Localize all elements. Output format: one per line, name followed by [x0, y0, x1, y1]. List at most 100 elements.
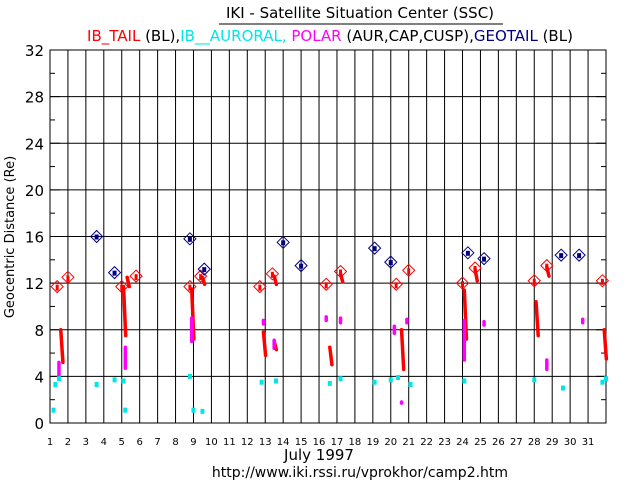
ib-tail-track	[125, 275, 132, 289]
geotail-marker-dot	[281, 240, 286, 246]
geotail-marker	[183, 232, 197, 246]
ib-tail-marker-dot	[134, 274, 138, 281]
ib-auroral-point	[121, 378, 126, 384]
ib-auroral-point	[94, 382, 99, 388]
geotail-marker-dot	[112, 270, 117, 276]
ib-tail-marker	[115, 279, 129, 294]
chart-subtitle: IB_TAIL (BL),IB__AURORAL, POLAR (AUR,CAP…	[87, 27, 573, 46]
geotail-marker-dot	[465, 250, 470, 256]
geotail-marker-dot	[187, 236, 192, 242]
ib-auroral-point	[560, 385, 565, 391]
ib-tail-marker	[527, 274, 541, 288]
ib-tail-marker	[50, 279, 64, 294]
subtitle-part: POLAR	[287, 27, 342, 45]
ib-tail-marker-dot	[532, 278, 536, 285]
subtitle-part: IB__AURORAL,	[180, 27, 286, 46]
ib-auroral-point	[112, 377, 117, 383]
ib-auroral-point	[259, 379, 264, 385]
ib-tail-marker-dot	[407, 268, 411, 275]
ib-auroral-point	[372, 379, 377, 385]
x-tick-label: 12	[241, 437, 254, 448]
geotail-marker	[461, 246, 475, 260]
y-axis: 0 4 8 12 16 20 24 28 32	[25, 42, 606, 433]
geotail-marker-dot	[372, 246, 377, 252]
y-tick-label: 4	[34, 368, 44, 386]
x-tick-label: 3	[83, 437, 89, 448]
x-tick-label: 24	[456, 437, 469, 448]
ib-tail-marker-dot	[473, 265, 477, 272]
geotail-marker	[477, 251, 491, 266]
x-tick-label: 28	[528, 437, 541, 448]
subtitle-part: (BL)	[538, 27, 573, 45]
ib-tail-track	[602, 328, 609, 361]
geotail-marker	[572, 248, 586, 262]
subtitle-part: IB_TAIL	[87, 27, 141, 46]
ib-tail-marker	[319, 277, 333, 291]
subtitle-part: (BL),	[140, 27, 180, 45]
geotail-marker	[107, 265, 122, 280]
y-tick-label: 12	[25, 275, 44, 293]
series-polar	[57, 315, 585, 405]
ib-tail-marker	[389, 277, 403, 291]
ib-auroral-point	[462, 378, 467, 384]
geotail-marker-dot	[299, 263, 304, 269]
ib-tail-marker	[253, 279, 267, 294]
x-tick-label: 30	[564, 437, 577, 448]
ib-tail-marker-dot	[461, 281, 465, 288]
geotail-marker-dot	[202, 267, 207, 273]
ib-tail-marker-dot	[339, 269, 343, 276]
x-tick-label: 11	[223, 437, 236, 448]
x-tick-label: 16	[313, 437, 326, 448]
x-tick-label: 7	[154, 437, 160, 448]
ib-tail-marker-dot	[258, 284, 262, 291]
y-tick-label: 24	[25, 135, 44, 153]
x-tick-label: 2	[65, 437, 71, 448]
ib-auroral-point	[51, 407, 56, 413]
ib-tail-marker-dot	[394, 282, 398, 289]
y-tick-label: 0	[34, 415, 44, 433]
geotail-marker	[89, 229, 104, 244]
y-tick-label: 8	[34, 322, 44, 340]
x-tick-label: 27	[510, 437, 523, 448]
x-tick-label: 25	[474, 437, 487, 448]
ib-auroral-point	[327, 380, 332, 386]
x-tick-label: 29	[546, 437, 559, 448]
ib-tail-marker-dot	[199, 274, 203, 281]
x-tick-label: 19	[366, 437, 379, 448]
x-tick-label: 14	[277, 437, 290, 448]
ib-tail-marker	[61, 270, 75, 285]
ib-tail-marker	[595, 274, 610, 288]
geotail-marker	[294, 258, 308, 273]
ib-auroral-point	[395, 375, 400, 381]
ib-auroral-point	[200, 408, 205, 414]
ib-tail-track	[462, 288, 469, 341]
ib-tail-marker-dot	[324, 282, 328, 289]
x-axis: 1 2 3 4 5 6 7 8 9 10 11 12 13 14 15 16 17 18 19 20 21 22 23 24 2…	[47, 437, 595, 448]
x-tick-label: 23	[438, 437, 451, 448]
y-axis-label: Geocentric Distance (Re)	[3, 156, 18, 318]
geotail-marker-dot	[388, 260, 393, 266]
x-tick-label: 10	[205, 437, 218, 448]
ib-tail-track	[200, 275, 207, 287]
ib-tail-track	[189, 287, 196, 341]
geotail-marker	[367, 241, 382, 255]
ib-auroral-point	[53, 382, 58, 388]
ib-auroral-point	[338, 376, 343, 382]
x-tick-label: 8	[172, 437, 178, 448]
ib-auroral-point	[388, 377, 393, 383]
ib-tail-marker	[455, 276, 470, 290]
ib-tail-marker-dot	[270, 271, 274, 278]
ib-tail-marker-dot	[545, 263, 549, 270]
ib-auroral-point	[187, 373, 192, 379]
x-tick-label: 4	[101, 437, 107, 448]
y-tick-label: 28	[25, 89, 44, 107]
ib-auroral-point	[56, 376, 61, 382]
ib-auroral-point	[191, 407, 196, 413]
geotail-marker	[554, 248, 568, 262]
geotail-marker-dot	[577, 253, 582, 259]
x-tick-label: 21	[402, 437, 415, 448]
y-tick-label: 20	[25, 182, 44, 200]
grid	[49, 50, 606, 423]
ib-tail-marker-dot	[66, 275, 70, 282]
